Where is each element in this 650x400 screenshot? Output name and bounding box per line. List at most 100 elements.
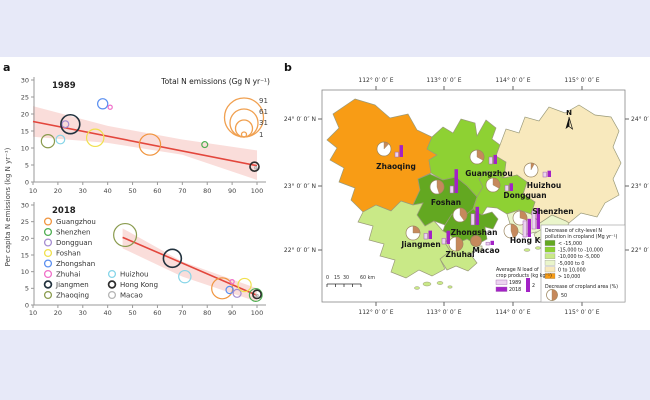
data-bubble-jiangmen xyxy=(60,113,81,135)
y-tick-label: 0 xyxy=(25,301,29,309)
nload-legend-refbar xyxy=(526,278,530,292)
data-bubble-dongguan xyxy=(232,288,242,298)
north-label: N xyxy=(566,109,572,117)
lat-label: 23° 0′ 0″ N xyxy=(631,183,650,190)
cropland-pie-slice xyxy=(383,141,390,150)
scale-bar-label: 15 xyxy=(334,275,340,281)
y-tick-label: 20 xyxy=(21,110,29,118)
legend-swatch-zhuhai xyxy=(43,269,53,279)
x-tick-label: 80 xyxy=(203,309,211,317)
pollution-legend-swatch xyxy=(544,260,556,266)
x-tick-label: 40 xyxy=(104,309,112,317)
data-bubble-zhuhai xyxy=(107,104,113,110)
data-bubble-zhaoqing xyxy=(40,134,56,149)
cropland-pie-slice xyxy=(530,162,535,171)
lon-label: 113° 0′ 0″ E xyxy=(426,309,461,316)
nload-legend-year: 1989 xyxy=(509,280,521,286)
nload-bar-1989 xyxy=(449,185,454,194)
size-legend-arc xyxy=(223,97,265,138)
x-tick-label: 60 xyxy=(153,309,161,317)
island xyxy=(523,248,531,252)
nload-bar-2018 xyxy=(446,230,450,244)
panel-b-label: b xyxy=(284,61,292,74)
size-legend-value: 61 xyxy=(259,108,268,116)
lat-label: 23° 0′ 0″ N xyxy=(284,183,316,190)
nload-bar-2018 xyxy=(475,206,479,225)
legend-city-label: Zhongshan xyxy=(56,260,95,268)
y-tick-label: 10 xyxy=(21,268,29,276)
nload-bar-2018 xyxy=(493,154,497,164)
scale-bar-label: 60 km xyxy=(360,275,375,281)
cropland-legend-ref: 50 xyxy=(561,293,567,299)
island xyxy=(436,281,444,285)
nload-bar-1989 xyxy=(485,241,490,246)
data-bubble-dongguan xyxy=(61,120,70,129)
y-tick-label: 25 xyxy=(21,218,29,226)
nload-bar-2018 xyxy=(490,240,494,245)
nload-bar-1989 xyxy=(423,233,428,240)
city-label-zhaoqing: Zhaoqing xyxy=(376,162,416,171)
y-tick-label: 15 xyxy=(21,127,29,135)
legend-city-label: Foshan xyxy=(56,250,81,258)
data-bubble-hong-kong xyxy=(249,161,260,172)
legend-swatch-foshan xyxy=(43,248,53,258)
y-tick-label: 10 xyxy=(21,144,29,152)
city-label-macao: Macao xyxy=(472,246,499,255)
nload-bar-1989 xyxy=(470,213,475,226)
pollution-legend-swatch xyxy=(544,246,556,253)
x-tick-label: 20 xyxy=(54,309,62,317)
y-tick-label: 15 xyxy=(21,251,29,259)
cropland-legend-title: Decrease of cropland area (%) xyxy=(545,284,618,290)
pollution-legend-label: -10,000 to -5,000 xyxy=(558,254,600,260)
nload-legend-swatch xyxy=(495,279,508,285)
y-tick-label: 25 xyxy=(21,93,29,101)
x-tick-label: 30 xyxy=(79,309,87,317)
data-bubble-macao xyxy=(255,293,259,298)
nload-bar-1989 xyxy=(531,210,536,230)
north-arrow-icon xyxy=(565,117,569,129)
island xyxy=(422,281,432,287)
size-legend-arc xyxy=(234,119,254,138)
legend-city-label: Hong Kong xyxy=(120,281,158,289)
x-tick-label: 70 xyxy=(178,309,186,317)
nload-legend-year: 2018 xyxy=(509,287,521,293)
size-legend-title: Total N emissions (Gg N yr⁻¹) xyxy=(160,77,270,86)
data-bubble-foshan xyxy=(237,277,252,293)
cropland-pie-slice xyxy=(436,179,445,194)
data-bubble-zhongshan xyxy=(97,98,109,110)
data-bubble-macao xyxy=(253,165,258,170)
pollution-legend-label: 0 to 10,000 xyxy=(558,267,586,273)
legend-swatch-zhongshan xyxy=(43,259,53,268)
panel-a-label: a xyxy=(3,61,11,74)
x-tick-label: 50 xyxy=(128,187,136,195)
nload-bar-2018 xyxy=(509,183,513,191)
city-label-foshan: Foshan xyxy=(431,198,461,207)
x-tick-label: 10 xyxy=(29,187,37,195)
y-axis-title: Per capita N emissions (kg N yr⁻¹) xyxy=(4,147,12,266)
data-bubble-guangzhou xyxy=(138,133,162,156)
legend-swatch-shenzhen xyxy=(43,227,53,237)
legend-city-label: Shenzhen xyxy=(56,229,90,237)
pollution-legend-title: pollution in cropland (Mg yr⁻¹) xyxy=(545,234,618,240)
legend-swatch-zhaoqing xyxy=(43,290,53,300)
nload-bar-2018 xyxy=(547,170,551,177)
nload-bar-2018 xyxy=(527,218,531,237)
x-tick-label: 90 xyxy=(228,187,236,195)
y-tick-label: 30 xyxy=(21,76,29,84)
lat-label: 22° 0′ 0″ N xyxy=(631,247,650,254)
data-bubble-hong-kong xyxy=(252,289,262,300)
data-bubble-zhuhai xyxy=(229,278,235,285)
lon-label: 115° 0′ 0″ E xyxy=(564,309,599,316)
size-legend-value: 1 xyxy=(259,131,263,139)
legend-swatch-jiangmen xyxy=(43,280,53,289)
legend-city-label: Zhaoqing xyxy=(56,292,89,300)
legend-swatch-macao xyxy=(107,290,117,300)
pollution-legend-label: -5,000 to 0 xyxy=(558,261,584,267)
cropland-pie-slice xyxy=(551,289,558,301)
city-label-jiangmen: Jiangmen xyxy=(400,240,440,249)
legend-city-label: Jiangmen xyxy=(55,281,89,289)
lon-label: 115° 0′ 0″ E xyxy=(564,77,599,84)
nload-bar-1989 xyxy=(522,220,527,238)
city-label-zhongshan: Zhongshan xyxy=(451,228,498,237)
